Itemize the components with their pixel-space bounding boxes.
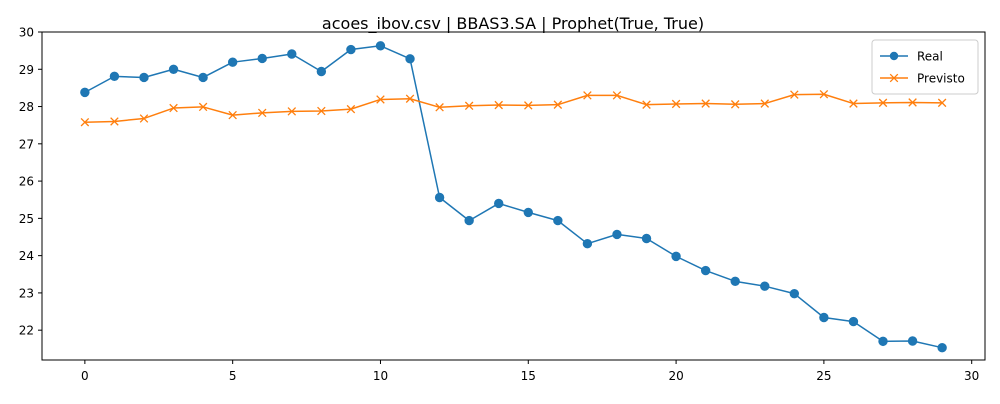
data-point-previsto xyxy=(405,94,415,103)
y-tick-label: 22 xyxy=(19,324,34,338)
series-line-real xyxy=(84,45,943,349)
data-point-real xyxy=(139,72,149,83)
y-tick-label: 29 xyxy=(19,63,34,77)
data-point-real xyxy=(316,66,327,77)
data-point-previsto xyxy=(878,98,888,108)
data-point-real xyxy=(671,251,681,262)
data-point-previsto xyxy=(583,91,592,100)
series-line-previsto xyxy=(84,93,943,123)
y-tick-label: 26 xyxy=(19,175,34,189)
y-tick-label: 25 xyxy=(19,212,34,226)
data-point-real xyxy=(346,44,356,55)
data-point-real xyxy=(641,233,652,244)
legend-label-previsto: Previsto xyxy=(917,72,965,86)
data-point-real xyxy=(523,207,533,218)
legend-marker-real xyxy=(889,51,899,61)
data-point-previsto xyxy=(730,100,740,109)
x-tick-label: 30 xyxy=(964,369,979,383)
data-point-real xyxy=(375,41,386,51)
data-point-previsto xyxy=(937,98,947,108)
x-tick-label: 0 xyxy=(81,369,89,383)
x-tick-label: 5 xyxy=(229,369,237,383)
data-point-previsto xyxy=(701,99,710,108)
y-tick-label: 27 xyxy=(19,137,34,151)
data-point-real xyxy=(907,336,918,346)
y-tick-label: 28 xyxy=(19,100,34,114)
legend-box xyxy=(871,39,979,95)
x-tick-label: 20 xyxy=(668,369,683,383)
data-point-real xyxy=(819,312,829,323)
data-point-real xyxy=(848,316,859,327)
data-point-real xyxy=(789,288,800,299)
data-point-real xyxy=(434,192,445,203)
data-point-previsto xyxy=(524,101,533,110)
legend-marker-previsto xyxy=(889,73,899,83)
data-point-real xyxy=(257,53,267,64)
data-point-real xyxy=(760,281,770,291)
data-point-previsto xyxy=(464,101,474,111)
data-point-previsto xyxy=(760,99,770,108)
y-tick-label: 23 xyxy=(19,286,34,300)
data-point-previsto xyxy=(849,99,858,108)
x-tick-label: 15 xyxy=(521,369,536,383)
data-point-previsto xyxy=(376,95,385,104)
data-point-real xyxy=(464,215,474,226)
y-tick-label: 30 xyxy=(19,26,34,40)
data-point-previsto xyxy=(790,90,799,99)
data-point-real xyxy=(878,336,888,347)
data-point-real xyxy=(612,229,622,240)
data-point-previsto xyxy=(553,100,563,109)
data-point-real xyxy=(168,64,179,74)
data-point-previsto xyxy=(139,114,149,123)
data-point-previsto xyxy=(257,108,267,118)
data-point-real xyxy=(730,276,740,287)
data-point-real xyxy=(287,49,297,59)
data-point-previsto xyxy=(169,103,178,113)
data-point-previsto xyxy=(435,103,444,112)
data-point-previsto xyxy=(671,99,681,109)
data-point-real xyxy=(582,239,593,249)
data-point-real xyxy=(198,72,208,83)
data-point-previsto xyxy=(494,100,503,110)
data-point-previsto xyxy=(908,98,917,107)
data-point-previsto xyxy=(198,102,208,112)
plot-area xyxy=(80,41,947,353)
data-point-previsto xyxy=(819,89,829,99)
legend-label-real: Real xyxy=(917,50,943,64)
axes-frame xyxy=(41,31,986,361)
data-point-real xyxy=(937,343,947,353)
x-tick-label: 10 xyxy=(373,369,388,383)
data-point-real xyxy=(494,198,504,209)
data-point-real xyxy=(109,71,120,82)
data-point-real xyxy=(405,54,415,64)
data-point-previsto xyxy=(612,91,622,100)
data-point-real xyxy=(700,265,711,276)
data-point-previsto xyxy=(287,107,297,116)
y-tick-label: 24 xyxy=(19,249,34,263)
data-point-previsto xyxy=(317,106,326,116)
data-point-real xyxy=(553,215,563,226)
data-point-previsto xyxy=(228,110,237,120)
data-point-real xyxy=(227,57,238,67)
data-point-previsto xyxy=(80,117,90,127)
data-point-previsto xyxy=(642,100,651,109)
data-point-real xyxy=(80,87,90,98)
axes: 0 5 10 15 20 25 30 22 23 24 25 26 27 28 29 30 xyxy=(19,26,986,383)
chart-title: acoes_ibov.csv | BBAS3.SA | Prophet(True… xyxy=(322,14,704,34)
x-tick-label: 25 xyxy=(816,369,831,383)
legend: Real Previsto xyxy=(871,39,979,95)
data-point-previsto xyxy=(346,104,356,114)
data-point-previsto xyxy=(110,117,119,126)
